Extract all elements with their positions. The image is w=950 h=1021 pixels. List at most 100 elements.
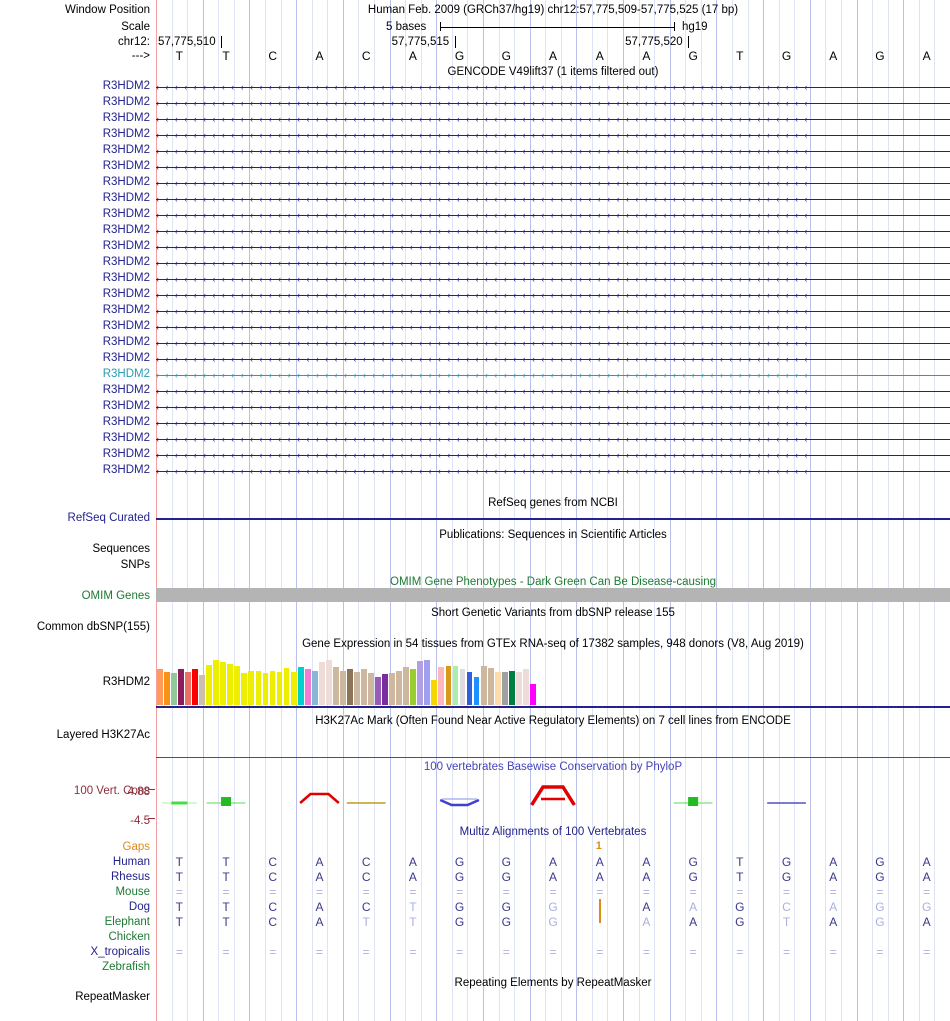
gene-row[interactable]: ‹‹‹‹‹‹‹‹‹‹‹‹‹‹‹‹‹‹‹‹‹‹‹‹‹‹‹‹‹‹‹‹‹‹‹‹‹‹‹‹… xyxy=(156,179,950,188)
gaps-label[interactable]: Gaps xyxy=(122,841,151,853)
gene-row[interactable]: ‹‹‹‹‹‹‹‹‹‹‹‹‹‹‹‹‹‹‹‹‹‹‹‹‹‹‹‹‹‹‹‹‹‹‹‹‹‹‹‹… xyxy=(156,83,950,92)
phylop-conservation-plot[interactable] xyxy=(156,785,950,815)
common-dbsnp-label[interactable]: Common dbSNP(155) xyxy=(36,621,150,633)
gene-row-label[interactable]: R3HDM2 xyxy=(102,448,150,460)
species-name-label[interactable]: Dog xyxy=(128,901,150,913)
gene-row-label[interactable]: R3HDM2 xyxy=(102,464,150,476)
gene-row[interactable]: ‹‹‹‹‹‹‹‹‹‹‹‹‹‹‹‹‹‹‹‹‹‹‹‹‹‹‹‹‹‹‹‹‹‹‹‹‹‹‹‹… xyxy=(156,195,950,204)
gene-row[interactable]: ‹‹‹‹‹‹‹‹‹‹‹‹‹‹‹‹‹‹‹‹‹‹‹‹‹‹‹‹‹‹‹‹‹‹‹‹‹‹‹‹… xyxy=(156,419,950,428)
gene-row-label[interactable]: R3HDM2 xyxy=(102,288,150,300)
gene-row[interactable]: ‹‹‹‹‹‹‹‹‹‹‹‹‹‹‹‹‹‹‹‹‹‹‹‹‹‹‹‹‹‹‹‹‹‹‹‹‹‹‹‹… xyxy=(156,339,950,348)
gtex-tissue-bar[interactable] xyxy=(515,672,522,705)
gtex-tissue-bar[interactable] xyxy=(318,662,325,705)
gtex-tissue-bar[interactable] xyxy=(522,669,529,705)
refseq-curated-label[interactable]: RefSeq Curated xyxy=(67,512,150,524)
gene-row-label[interactable]: R3HDM2 xyxy=(102,208,150,220)
gtex-tissue-bar[interactable] xyxy=(157,669,163,705)
gtex-tissue-bar[interactable] xyxy=(234,666,241,705)
gene-row[interactable]: ‹‹‹‹‹‹‹‹‹‹‹‹‹‹‹‹‹‹‹‹‹‹‹‹‹‹‹‹‹‹‹‹‹‹‹‹‹‹‹‹… xyxy=(156,307,950,316)
gene-row-label[interactable]: R3HDM2 xyxy=(102,416,150,428)
species-name-label[interactable]: Zebrafish xyxy=(102,961,150,973)
gtex-tissue-bar[interactable] xyxy=(304,669,311,705)
gene-row[interactable]: ‹‹‹‹‹‹‹‹‹‹‹‹‹‹‹‹‹‹‹‹‹‹‹‹‹‹‹‹‹‹‹‹‹‹‹‹‹‹‹‹… xyxy=(156,275,950,284)
gtex-tissue-bar[interactable] xyxy=(262,673,269,705)
layered-h3k27ac-label[interactable]: Layered H3K27Ac xyxy=(56,729,150,741)
gene-row-label[interactable]: R3HDM2 xyxy=(102,336,150,348)
gene-row-label[interactable]: R3HDM2 xyxy=(102,240,150,252)
gene-row-label[interactable]: R3HDM2 xyxy=(102,80,150,92)
gene-row[interactable]: ‹‹‹‹‹‹‹‹‹‹‹‹‹‹‹‹‹‹‹‹‹‹‹‹‹‹‹‹‹‹‹‹‹‹‹‹‹‹‹‹… xyxy=(156,403,950,412)
gtex-tissue-bar[interactable] xyxy=(424,660,431,705)
species-name-label[interactable]: Chicken xyxy=(108,931,150,943)
gene-row-label[interactable]: R3HDM2 xyxy=(102,384,150,396)
gene-row-label[interactable]: R3HDM2 xyxy=(102,320,150,332)
gene-row[interactable]: ‹‹‹‹‹‹‹‹‹‹‹‹‹‹‹‹‹‹‹‹‹‹‹‹‹‹‹‹‹‹‹‹‹‹‹‹‹‹‹‹… xyxy=(156,227,950,236)
gtex-tissue-bar[interactable] xyxy=(185,672,191,705)
gtex-tissue-bar[interactable] xyxy=(354,672,360,705)
gene-row-label[interactable]: R3HDM2 xyxy=(102,352,150,364)
gtex-tissue-bar[interactable] xyxy=(290,672,297,705)
gtex-tissue-bar[interactable] xyxy=(297,667,304,705)
gtex-expression-barchart[interactable] xyxy=(157,660,537,705)
gtex-tissue-bar[interactable] xyxy=(311,671,318,705)
species-name-label[interactable]: Human xyxy=(112,856,150,868)
gene-row[interactable]: ‹‹‹‹‹‹‹‹‹‹‹‹‹‹‹‹‹‹‹‹‹‹‹‹‹‹‹‹‹‹‹‹‹‹‹‹‹‹‹‹… xyxy=(156,323,950,332)
gtex-tissue-bar[interactable] xyxy=(529,684,536,705)
gene-row-label[interactable]: R3HDM2 xyxy=(102,272,150,284)
gtex-tissue-bar[interactable] xyxy=(473,677,480,705)
species-name-label[interactable]: Rhesus xyxy=(111,871,150,883)
gene-row-label[interactable]: R3HDM2 xyxy=(102,176,150,188)
gene-row[interactable]: ‹‹‹‹‹‹‹‹‹‹‹‹‹‹‹‹‹‹‹‹‹‹‹‹‹‹‹‹‹‹‹‹‹‹‹‹‹‹‹‹… xyxy=(156,291,950,300)
gene-row-label[interactable]: R3HDM2 xyxy=(102,144,150,156)
gtex-tissue-bar[interactable] xyxy=(347,669,353,705)
gtex-tissue-bar[interactable] xyxy=(192,669,198,705)
gene-row-label[interactable]: R3HDM2 xyxy=(102,368,150,380)
gtex-tissue-bar[interactable] xyxy=(389,673,396,705)
gtex-tissue-bar[interactable] xyxy=(410,669,417,705)
gene-row[interactable]: ‹‹‹‹‹‹‹‹‹‹‹‹‹‹‹‹‹‹‹‹‹‹‹‹‹‹‹‹‹‹‹‹‹‹‹‹‹‹‹‹… xyxy=(156,115,950,124)
gtex-tissue-bar[interactable] xyxy=(445,666,452,705)
gtex-tissue-bar[interactable] xyxy=(227,664,234,705)
gene-row[interactable]: ‹‹‹‹‹‹‹‹‹‹‹‹‹‹‹‹‹‹‹‹‹‹‹‹‹‹‹‹‹‹‹‹‹‹‹‹‹‹‹‹… xyxy=(156,243,950,252)
gtex-tissue-bar[interactable] xyxy=(206,665,213,705)
gene-row-label[interactable]: R3HDM2 xyxy=(102,96,150,108)
gtex-tissue-bar[interactable] xyxy=(382,674,388,705)
gtex-tissue-bar[interactable] xyxy=(269,671,276,705)
gene-row-label[interactable]: R3HDM2 xyxy=(102,256,150,268)
gene-row-label[interactable]: R3HDM2 xyxy=(102,192,150,204)
gtex-tissue-bar[interactable] xyxy=(417,661,424,705)
gene-row[interactable]: ‹‹‹‹‹‹‹‹‹‹‹‹‹‹‹‹‹‹‹‹‹‹‹‹‹‹‹‹‹‹‹‹‹‹‹‹‹‹‹‹… xyxy=(156,467,950,476)
gene-row[interactable]: ‹‹‹‹‹‹‹‹‹‹‹‹‹‹‹‹‹‹‹‹‹‹‹‹‹‹‹‹‹‹‹‹‹‹‹‹‹‹‹‹… xyxy=(156,131,950,140)
gene-row[interactable]: ‹‹‹‹‹‹‹‹‹‹‹‹‹‹‹‹‹‹‹‹‹‹‹‹‹‹‹‹‹‹‹‹‹‹‹‹‹‹‹‹… xyxy=(156,99,950,108)
gtex-gene-label[interactable]: R3HDM2 xyxy=(102,676,150,688)
gtex-tissue-bar[interactable] xyxy=(199,675,206,705)
gtex-tissue-bar[interactable] xyxy=(248,671,255,705)
gene-row-label[interactable]: R3HDM2 xyxy=(102,160,150,172)
gtex-tissue-bar[interactable] xyxy=(459,669,466,705)
omim-genes-label[interactable]: OMIM Genes xyxy=(81,590,150,602)
gtex-tissue-bar[interactable] xyxy=(283,668,290,705)
gtex-tissue-bar[interactable] xyxy=(339,671,346,705)
gtex-tissue-bar[interactable] xyxy=(431,680,438,705)
gene-row[interactable]: ‹‹‹‹‹‹‹‹‹‹‹‹‹‹‹‹‹‹‹‹‹‹‹‹‹‹‹‹‹‹‹‹‹‹‹‹‹‹‹‹… xyxy=(156,451,950,460)
gene-row-label[interactable]: R3HDM2 xyxy=(102,224,150,236)
gtex-tissue-bar[interactable] xyxy=(361,669,367,705)
gene-row-label[interactable]: R3HDM2 xyxy=(102,432,150,444)
gtex-tissue-bar[interactable] xyxy=(368,673,374,705)
gene-row[interactable]: ‹‹‹‹‹‹‹‹‹‹‹‹‹‹‹‹‹‹‹‹‹‹‹‹‹‹‹‹‹‹‹‹‹‹‹‹‹‹‹‹… xyxy=(156,211,950,220)
species-name-label[interactable]: Elephant xyxy=(104,916,150,928)
gene-row[interactable]: ‹‹‹‹‹‹‹‹‹‹‹‹‹‹‹‹‹‹‹‹‹‹‹‹‹‹‹‹‹‹‹‹‹‹‹‹‹‹‹‹… xyxy=(156,355,950,364)
gtex-tissue-bar[interactable] xyxy=(276,672,283,705)
gtex-tissue-bar[interactable] xyxy=(508,671,515,705)
gene-row[interactable]: ‹‹‹‹‹‹‹‹‹‹‹‹‹‹‹‹‹‹‹‹‹‹‹‹‹‹‹‹‹‹‹‹‹‹‹‹‹‹‹‹… xyxy=(156,371,950,380)
gene-row[interactable]: ‹‹‹‹‹‹‹‹‹‹‹‹‹‹‹‹‹‹‹‹‹‹‹‹‹‹‹‹‹‹‹‹‹‹‹‹‹‹‹‹… xyxy=(156,147,950,156)
gtex-tissue-bar[interactable] xyxy=(255,671,262,705)
gtex-tissue-bar[interactable] xyxy=(396,671,403,705)
species-name-label[interactable]: X_tropicalis xyxy=(90,946,150,958)
gtex-tissue-bar[interactable] xyxy=(332,667,339,705)
gtex-tissue-bar[interactable] xyxy=(325,660,332,705)
gtex-tissue-bar[interactable] xyxy=(480,666,487,705)
gtex-tissue-bar[interactable] xyxy=(494,672,501,705)
gtex-tissue-bar[interactable] xyxy=(220,662,227,705)
gene-row-label[interactable]: R3HDM2 xyxy=(102,128,150,140)
